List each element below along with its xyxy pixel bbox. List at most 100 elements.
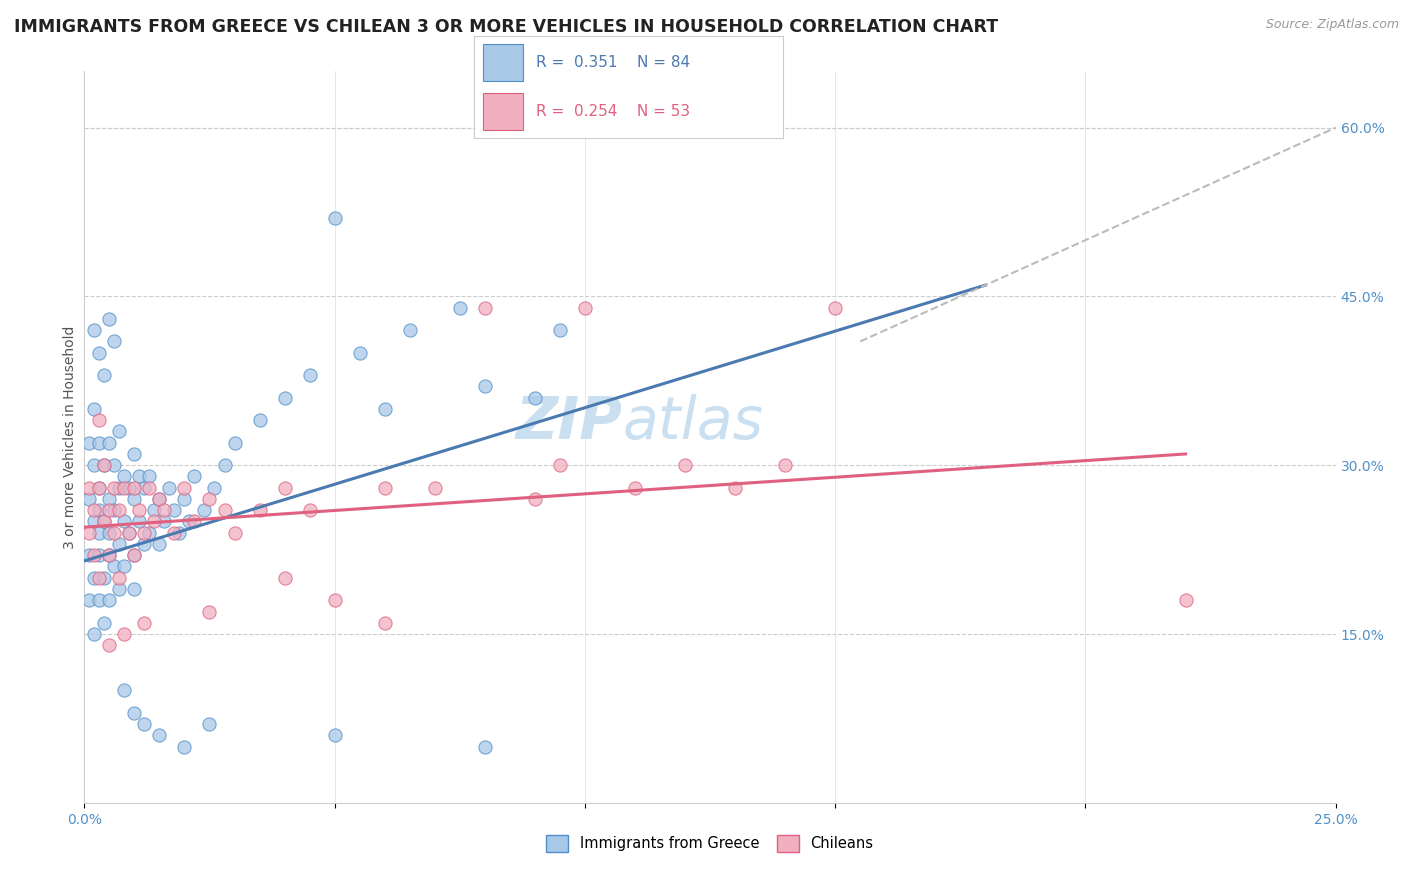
Point bbox=[98, 503, 121, 517]
Point bbox=[112, 469, 135, 483]
Point bbox=[153, 503, 176, 517]
Point bbox=[124, 481, 146, 495]
Point bbox=[153, 515, 176, 529]
Point bbox=[83, 627, 105, 641]
Point bbox=[824, 301, 846, 315]
Point bbox=[89, 548, 111, 562]
Point bbox=[79, 525, 101, 540]
Point bbox=[163, 525, 186, 540]
Point bbox=[124, 582, 146, 596]
Point bbox=[103, 458, 125, 473]
Point bbox=[298, 503, 321, 517]
Point bbox=[134, 525, 156, 540]
Point bbox=[423, 481, 446, 495]
Point bbox=[112, 559, 135, 574]
Point bbox=[98, 548, 121, 562]
Point bbox=[273, 481, 295, 495]
Point bbox=[98, 638, 121, 652]
Point bbox=[124, 447, 146, 461]
Point bbox=[108, 537, 131, 551]
Point bbox=[83, 401, 105, 416]
Point bbox=[163, 503, 186, 517]
Point bbox=[93, 615, 115, 630]
Point bbox=[89, 481, 111, 495]
Point bbox=[323, 728, 346, 742]
Point bbox=[108, 481, 131, 495]
Legend: Immigrants from Greece, Chileans: Immigrants from Greece, Chileans bbox=[541, 830, 879, 858]
Point bbox=[83, 458, 105, 473]
Point bbox=[724, 481, 747, 495]
Point bbox=[249, 503, 271, 517]
Point bbox=[124, 706, 146, 720]
Point bbox=[89, 345, 111, 359]
Point bbox=[548, 323, 571, 337]
Point bbox=[93, 458, 115, 473]
Point bbox=[173, 491, 195, 506]
Point bbox=[523, 391, 546, 405]
Point bbox=[148, 728, 170, 742]
Point bbox=[193, 503, 215, 517]
Point bbox=[323, 211, 346, 225]
Point bbox=[98, 525, 121, 540]
Text: IMMIGRANTS FROM GREECE VS CHILEAN 3 OR MORE VEHICLES IN HOUSEHOLD CORRELATION CH: IMMIGRANTS FROM GREECE VS CHILEAN 3 OR M… bbox=[14, 18, 998, 36]
Point bbox=[183, 515, 205, 529]
Point bbox=[89, 413, 111, 427]
Point bbox=[108, 503, 131, 517]
Point bbox=[523, 491, 546, 506]
Point bbox=[89, 503, 111, 517]
Point bbox=[103, 559, 125, 574]
Point bbox=[624, 481, 647, 495]
Point bbox=[134, 615, 156, 630]
Point bbox=[108, 425, 131, 439]
Point bbox=[112, 683, 135, 698]
Bar bbox=[484, 93, 523, 130]
Point bbox=[118, 481, 141, 495]
Point bbox=[89, 525, 111, 540]
Point bbox=[169, 525, 191, 540]
Point bbox=[148, 537, 170, 551]
Text: atlas: atlas bbox=[623, 394, 763, 451]
Point bbox=[89, 571, 111, 585]
Point bbox=[89, 481, 111, 495]
Point bbox=[103, 525, 125, 540]
Point bbox=[198, 717, 221, 731]
Point bbox=[173, 739, 195, 754]
Point bbox=[323, 593, 346, 607]
Point bbox=[93, 515, 115, 529]
Point bbox=[98, 491, 121, 506]
Point bbox=[349, 345, 371, 359]
Point bbox=[112, 627, 135, 641]
Point bbox=[118, 525, 141, 540]
Text: ZIP: ZIP bbox=[516, 394, 623, 451]
Point bbox=[83, 515, 105, 529]
Point bbox=[198, 605, 221, 619]
Point bbox=[103, 481, 125, 495]
Point bbox=[449, 301, 471, 315]
Point bbox=[79, 435, 101, 450]
Text: R =  0.351    N = 84: R = 0.351 N = 84 bbox=[536, 54, 690, 70]
Point bbox=[98, 593, 121, 607]
Point bbox=[673, 458, 696, 473]
Point bbox=[79, 593, 101, 607]
Point bbox=[179, 515, 201, 529]
Point bbox=[124, 548, 146, 562]
Point bbox=[143, 503, 166, 517]
Point bbox=[548, 458, 571, 473]
Text: Source: ZipAtlas.com: Source: ZipAtlas.com bbox=[1265, 18, 1399, 31]
Point bbox=[474, 379, 496, 393]
Point bbox=[124, 548, 146, 562]
Point bbox=[112, 481, 135, 495]
Point bbox=[108, 571, 131, 585]
Point bbox=[93, 571, 115, 585]
Point bbox=[98, 435, 121, 450]
Point bbox=[79, 548, 101, 562]
Point bbox=[273, 571, 295, 585]
Point bbox=[198, 491, 221, 506]
Point bbox=[374, 401, 396, 416]
Point bbox=[474, 301, 496, 315]
Point bbox=[93, 368, 115, 383]
Point bbox=[224, 435, 246, 450]
Point bbox=[108, 582, 131, 596]
Point bbox=[148, 491, 170, 506]
Point bbox=[204, 481, 226, 495]
